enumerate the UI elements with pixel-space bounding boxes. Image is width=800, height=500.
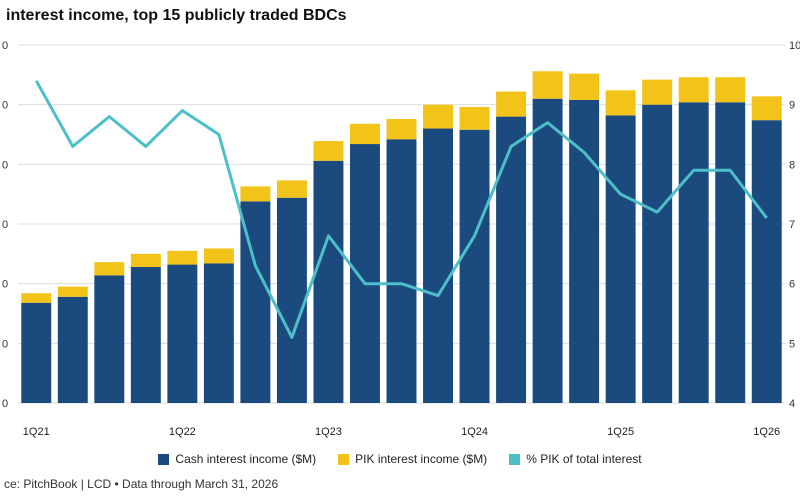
- bar-pik-interest: [496, 91, 527, 117]
- bar-cash-interest: [350, 144, 380, 403]
- legend-swatch-pik: [338, 453, 350, 465]
- x-axis-tick-label: 1Q21: [23, 426, 50, 438]
- bar-cash-interest: [496, 116, 527, 403]
- bar-pik-interest: [21, 293, 52, 303]
- bar-cash-interest: [386, 139, 417, 404]
- bar-cash-interest: [715, 102, 746, 403]
- right-axis-tick-label: 4: [789, 398, 795, 410]
- left-axis-tick-label: 0: [2, 100, 8, 112]
- bar-pik-interest: [167, 250, 198, 265]
- bar-pik-interest: [130, 253, 161, 267]
- right-axis-tick-label: 6: [789, 279, 795, 291]
- bar-cash-interest: [57, 296, 88, 403]
- bar-pik-interest: [751, 96, 782, 121]
- bar-cash-interest: [21, 302, 52, 403]
- bar-cash-interest: [313, 160, 344, 403]
- bar-pik-interest: [203, 248, 234, 264]
- bar-cash-interest: [642, 104, 673, 404]
- bar-cash-interest: [94, 275, 125, 403]
- chart-title: interest income, top 15 publicly traded …: [6, 7, 347, 24]
- bar-pik-interest: [605, 90, 636, 116]
- legend-swatch-cash: [158, 453, 170, 465]
- x-axis-tick-label: 1Q26: [753, 426, 780, 438]
- right-axis-tick-label: 9: [789, 100, 795, 112]
- legend-item-cash: Cash interest income ($M): [158, 452, 316, 466]
- legend-item-pik: PIK interest income ($M): [338, 452, 487, 466]
- legend-item-pik-pct: % PIK of total interest: [509, 452, 642, 466]
- bar-pik-interest: [240, 186, 271, 202]
- bar-cash-interest: [167, 264, 198, 403]
- bar-cash-interest: [678, 102, 709, 403]
- legend-label-cash: Cash interest income ($M): [175, 452, 317, 466]
- legend-swatch-pik-pct: [509, 453, 521, 465]
- bar-pik-interest: [386, 118, 417, 140]
- bar-cash-interest: [130, 266, 161, 403]
- bar-cash-interest: [423, 128, 453, 404]
- left-axis-tick-label: 0: [2, 159, 8, 171]
- x-axis-tick-label: 1Q24: [461, 426, 488, 438]
- left-axis-tick-label: 0: [2, 398, 8, 410]
- bar-pik-interest: [459, 107, 490, 130]
- bar-cash-interest: [569, 99, 600, 403]
- bar-pik-interest: [94, 262, 125, 276]
- bar-cash-interest: [751, 120, 782, 404]
- right-axis-tick-label: 8: [789, 159, 795, 171]
- bar-pik-interest: [57, 286, 88, 297]
- legend: Cash interest income ($M) PIK interest i…: [0, 452, 800, 466]
- bar-pik-interest: [313, 141, 344, 161]
- bar-pik-interest: [715, 77, 746, 103]
- right-axis-tick-label: 10: [789, 40, 800, 52]
- bar-cash-interest: [459, 129, 490, 403]
- left-axis-tick-label: 0: [2, 279, 8, 291]
- bar-pik-interest: [569, 73, 600, 100]
- bar-pik-interest: [350, 123, 380, 145]
- legend-label-pik-pct: % PIK of total interest: [526, 452, 642, 466]
- left-axis-tick-label: 0: [2, 219, 8, 231]
- bar-pik-interest: [423, 104, 453, 129]
- legend-label-pik: PIK interest income ($M): [355, 452, 488, 466]
- bar-pik-interest: [678, 77, 709, 103]
- bar-pik-interest: [276, 180, 307, 198]
- x-axis-tick-label: 1Q22: [169, 426, 196, 438]
- right-axis-tick-label: 5: [789, 338, 795, 350]
- right-axis-tick-label: 7: [789, 219, 795, 231]
- left-axis-tick-label: 0: [2, 338, 8, 350]
- bar-pik-interest: [642, 79, 673, 105]
- left-axis-tick-label: 0: [2, 40, 8, 52]
- bar-cash-interest: [532, 98, 563, 403]
- source-note: ce: PitchBook | LCD • Data through March…: [4, 477, 279, 491]
- bar-cash-interest: [276, 197, 307, 403]
- bar-cash-interest: [203, 263, 234, 403]
- bar-pik-interest: [532, 71, 563, 99]
- bar-cash-interest: [605, 115, 636, 403]
- x-axis-tick-label: 1Q23: [315, 426, 342, 438]
- x-axis-tick-label: 1Q25: [607, 426, 634, 438]
